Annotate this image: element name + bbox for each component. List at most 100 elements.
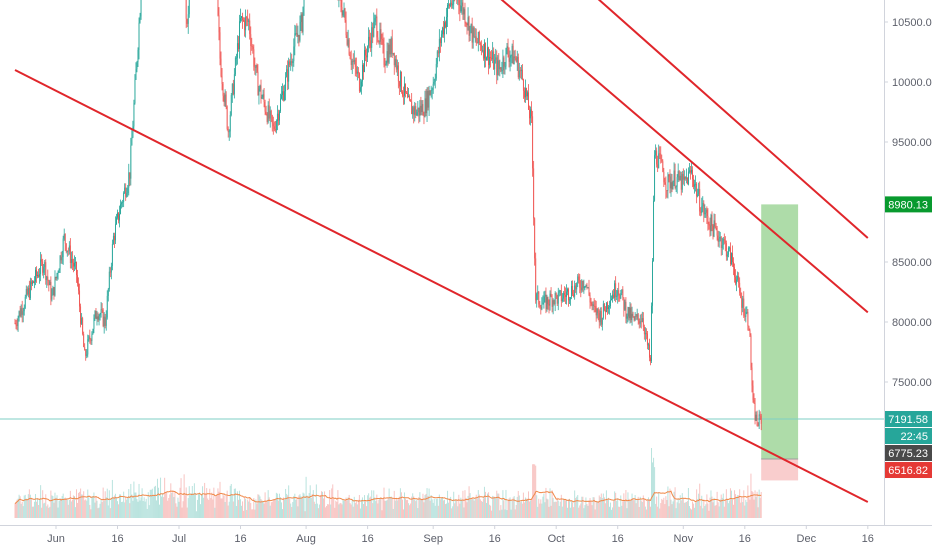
volume-bar [570, 507, 572, 518]
volume-bar [662, 500, 664, 518]
volume-bar [749, 499, 751, 518]
time-tick-label: 16 [739, 533, 751, 545]
volume-bar [674, 487, 676, 518]
volume-bar [610, 502, 612, 518]
volume-bar [409, 505, 411, 518]
candle-body [721, 244, 723, 249]
candle-body [29, 281, 31, 299]
candle-body [98, 315, 100, 320]
candle-body [433, 81, 435, 84]
volume-bar [29, 494, 31, 518]
candle-body [37, 274, 38, 277]
candle-body [558, 290, 560, 293]
candle-body [27, 288, 29, 295]
time-tick-label: 16 [234, 533, 246, 545]
candle-body [370, 40, 372, 48]
candle-body [539, 304, 541, 307]
loss-zone[interactable] [761, 459, 799, 481]
candle-body [218, 15, 220, 33]
long-position-tool[interactable] [761, 204, 799, 481]
volume-bar [193, 483, 195, 518]
candle-body [261, 97, 263, 99]
candle-body [112, 235, 114, 244]
candle-body [752, 385, 754, 400]
volume-bar [73, 496, 75, 518]
volume-bar [534, 464, 536, 518]
volume-bar [205, 494, 207, 518]
volume-bar [257, 494, 259, 518]
volume-bar [375, 501, 377, 518]
candle-body [250, 34, 252, 46]
volume-bar [214, 507, 216, 518]
volume-bar [132, 500, 134, 518]
volume-bar [687, 488, 689, 518]
volume-bar [469, 493, 471, 518]
candle-body [673, 170, 675, 182]
candle-body [555, 293, 557, 296]
candle-body [658, 153, 660, 169]
volume-bar [151, 488, 153, 518]
profit-zone[interactable] [761, 204, 799, 460]
volume-bar [747, 485, 749, 518]
volume-bar [243, 510, 245, 518]
trendline-lower-support[interactable] [14, 69, 869, 503]
price-tick-label: 7500.00 [892, 377, 932, 389]
volume-bar [501, 509, 503, 518]
volume-bar [602, 493, 604, 518]
candle-body [225, 94, 227, 107]
volume-bar [215, 496, 217, 518]
volume-bar [447, 490, 449, 518]
trendlines[interactable] [14, 0, 869, 503]
candle-body [78, 283, 79, 291]
candle-body [636, 314, 638, 317]
volume-bar [643, 499, 645, 518]
volume-bar [47, 504, 49, 518]
volume-bar [241, 505, 243, 518]
candle-body [654, 155, 656, 201]
candle-body [523, 90, 525, 98]
candle-body [256, 65, 258, 72]
candle-body [53, 287, 55, 296]
volume-bar [191, 486, 193, 518]
candle-body [291, 61, 293, 63]
price-tick-label: 8500.00 [892, 257, 932, 269]
volume-bar [648, 499, 650, 518]
candle-body [357, 71, 359, 74]
candle-body [57, 272, 59, 274]
candle-body [703, 203, 705, 215]
candle-body [684, 176, 686, 179]
candle-body [492, 51, 494, 60]
volume-bar [683, 502, 685, 518]
volume-bar [613, 501, 615, 518]
trendline-upper-inner[interactable] [15, 0, 869, 314]
candle-body [113, 235, 115, 241]
volume-bar [646, 500, 648, 518]
volume-bar [473, 500, 475, 518]
candle-body [16, 325, 18, 327]
volume-bar [700, 505, 702, 518]
volume-bar [154, 485, 156, 518]
low-price-badge-text: 6775.23 [888, 448, 928, 460]
candle-body [60, 255, 62, 261]
candle-body [226, 106, 228, 129]
volume-bar [101, 502, 103, 518]
candle-body [448, 4, 450, 6]
volume-bar [155, 500, 157, 518]
candle-body [514, 56, 516, 59]
volume-bar [472, 498, 474, 518]
volume-bar [126, 499, 128, 518]
volume-bar [621, 505, 623, 518]
candle-body [500, 67, 502, 71]
volume-bar [252, 509, 254, 518]
candle-body [187, 14, 189, 24]
candle-body [17, 317, 19, 326]
candle-body [349, 54, 351, 59]
volume-bar [125, 497, 127, 518]
trendline-upper-outer[interactable] [15, 0, 869, 239]
volume-bar [167, 500, 169, 518]
volume-bar [488, 492, 490, 518]
volume-bar [692, 501, 694, 518]
volume-bar [219, 481, 221, 518]
volume-bar [705, 504, 707, 518]
